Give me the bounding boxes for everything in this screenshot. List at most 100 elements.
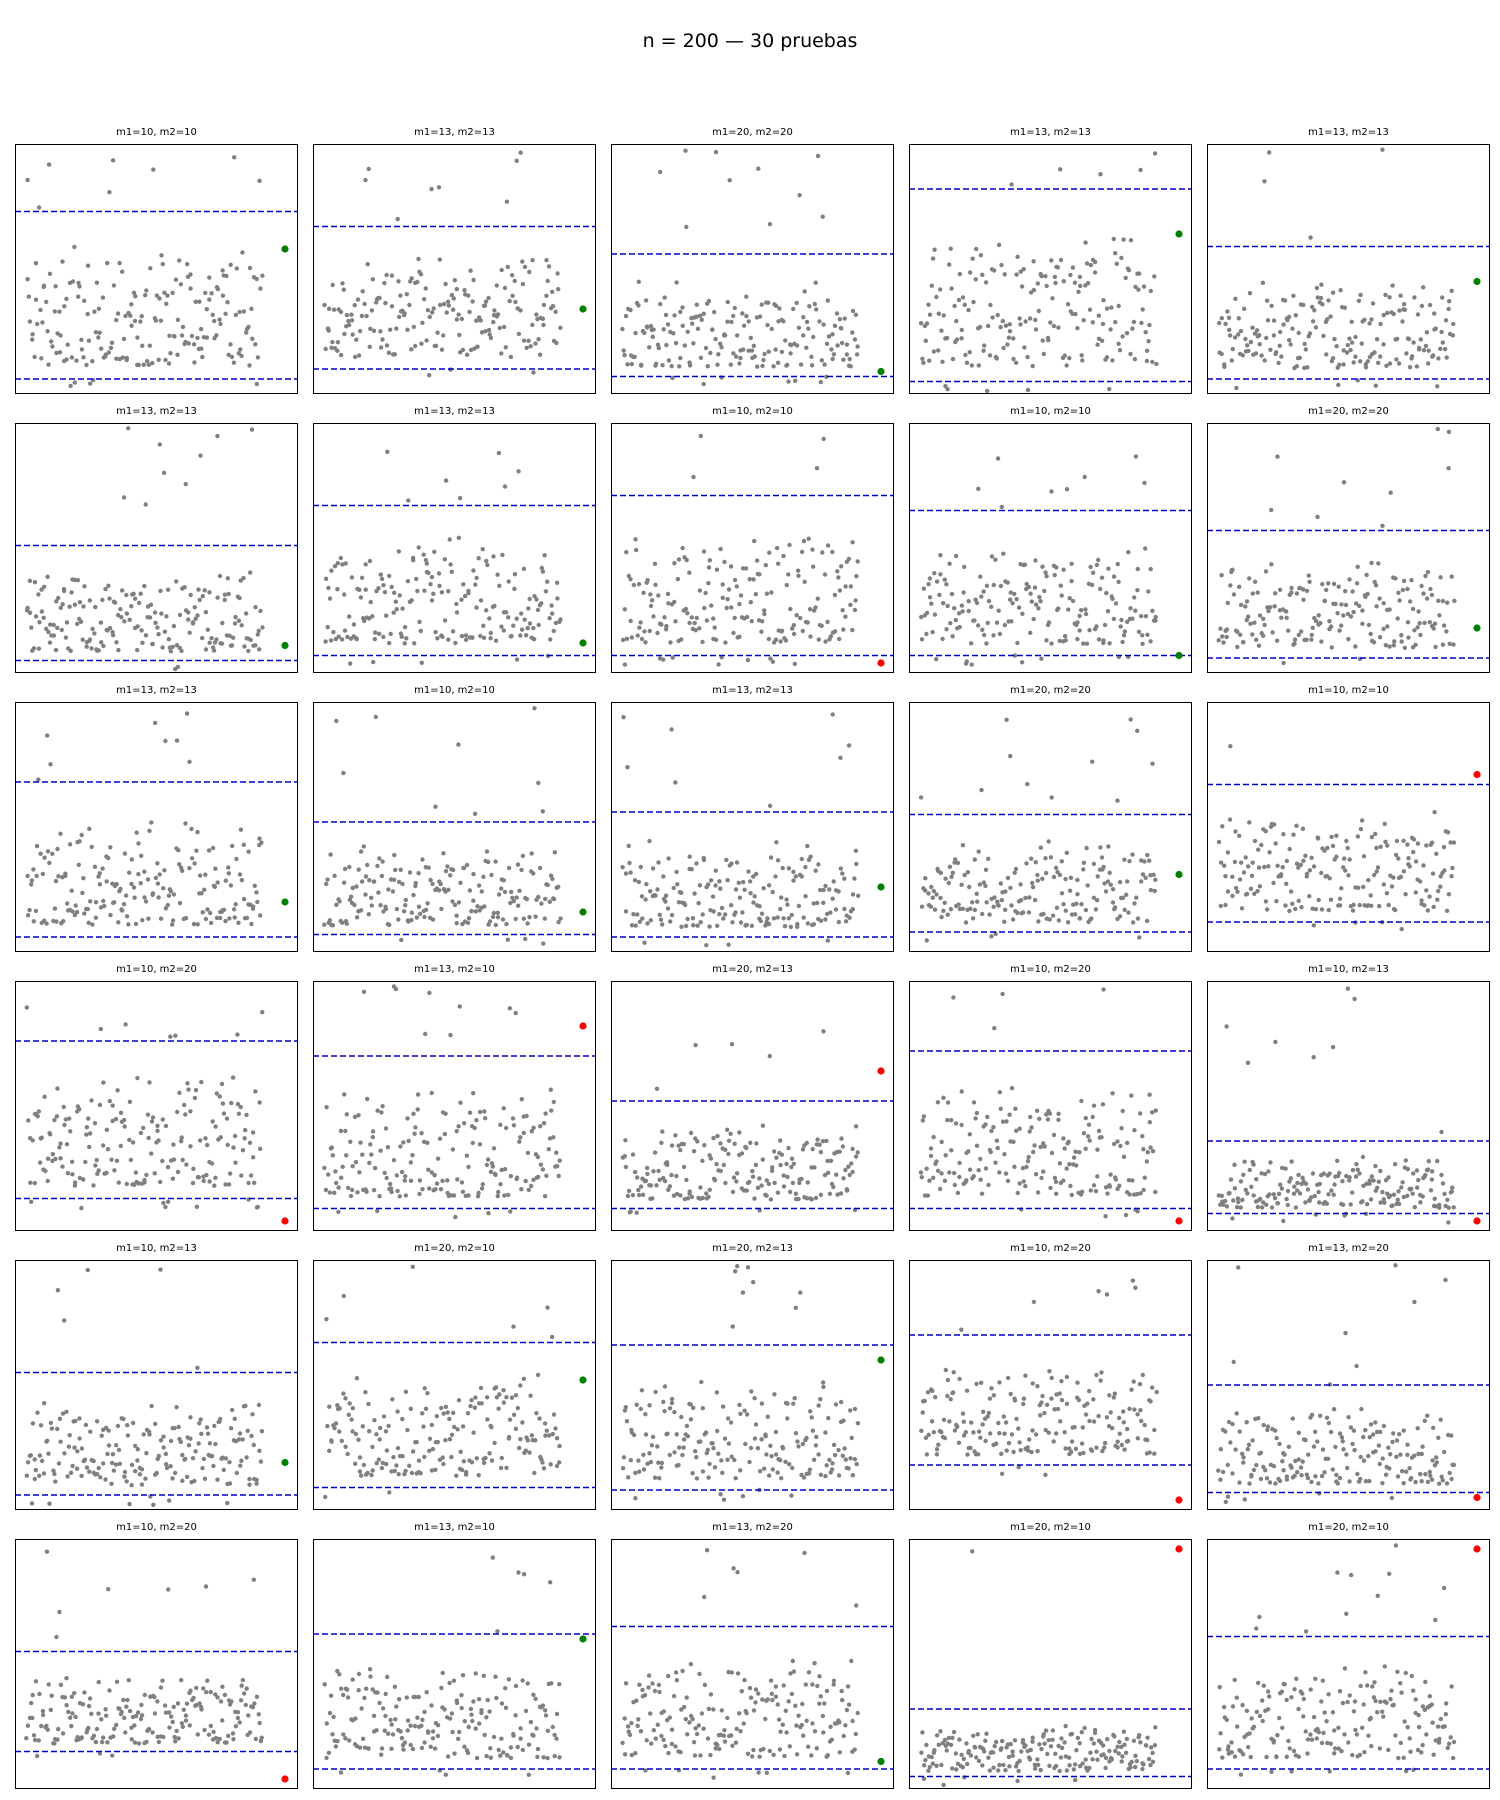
data-point: [713, 868, 718, 873]
data-point: [1267, 850, 1272, 855]
data-point: [341, 1293, 346, 1299]
data-point: [399, 937, 404, 943]
data-point: [1074, 901, 1079, 906]
data-point: [1283, 903, 1288, 908]
data-point: [1419, 898, 1424, 903]
data-point: [1266, 1169, 1271, 1174]
data-point: [744, 1412, 750, 1417]
data-point: [393, 599, 398, 604]
data-point: [370, 1444, 375, 1450]
data-point: [1378, 1168, 1383, 1174]
data-point: [1079, 1441, 1085, 1446]
data-point: [367, 1160, 372, 1166]
data-point: [405, 579, 411, 584]
data-point: [726, 587, 732, 592]
data-point: [660, 922, 665, 927]
data-point: [928, 904, 934, 909]
data-point: [1431, 904, 1436, 910]
data-point: [1284, 858, 1290, 864]
data-point: [713, 637, 719, 642]
data-point: [1257, 342, 1262, 347]
data-point: [152, 610, 158, 615]
data-point: [1278, 872, 1284, 877]
data-point: [149, 1403, 154, 1409]
subplot-6: m1=13, m2=13: [15, 406, 298, 673]
data-point: [669, 1143, 675, 1148]
data-point: [400, 1416, 405, 1422]
data-point: [643, 1432, 649, 1437]
data-point: [773, 347, 778, 352]
data-point: [1382, 1200, 1387, 1205]
data-point: [1096, 1128, 1102, 1134]
data-point: [1216, 1468, 1221, 1473]
data-point: [214, 333, 219, 338]
data-point: [448, 873, 453, 878]
data-point: [1350, 1167, 1356, 1173]
data-point: [126, 426, 131, 431]
data-point: [79, 337, 84, 342]
data-point: [989, 554, 995, 559]
data-point: [669, 1400, 675, 1406]
data-point: [60, 1411, 66, 1416]
data-point: [633, 923, 638, 928]
data-point: [384, 1175, 389, 1181]
data-point: [843, 1167, 848, 1173]
data-point: [335, 561, 340, 566]
data-point: [1254, 1177, 1259, 1182]
data-point: [1007, 329, 1013, 334]
data-point: [434, 1414, 439, 1419]
data-point: [1344, 838, 1349, 844]
data-point: [200, 1466, 205, 1471]
data-point: [818, 1149, 824, 1155]
data-point: [131, 885, 137, 890]
data-point: [1070, 265, 1076, 270]
data-point: [748, 891, 753, 896]
data-point: [469, 908, 474, 914]
data-point: [1037, 1116, 1042, 1121]
data-point: [679, 890, 684, 895]
data-point: [257, 178, 262, 183]
data-point: [693, 628, 698, 633]
data-point: [1105, 609, 1111, 614]
data-point: [976, 486, 981, 491]
data-point: [626, 843, 631, 849]
data-point: [1067, 596, 1072, 601]
data-point: [502, 1193, 507, 1198]
data-point: [127, 1137, 132, 1143]
data-point: [218, 1416, 223, 1422]
data-point: [842, 876, 847, 881]
data-point: [471, 1091, 476, 1096]
data-point: [656, 593, 661, 598]
data-point: [348, 661, 353, 666]
data-point: [128, 313, 133, 318]
data-point: [775, 915, 780, 920]
data-point: [816, 637, 821, 642]
data-point: [35, 1114, 40, 1119]
data-point: [663, 899, 668, 904]
data-point: [1436, 356, 1441, 361]
data-point: [1243, 1187, 1248, 1192]
data-point: [1138, 167, 1143, 173]
data-point: [1110, 358, 1115, 363]
data-point: [785, 1401, 790, 1406]
data-point: [707, 558, 712, 563]
data-point: [520, 259, 525, 264]
data-point: [330, 923, 336, 928]
data-point: [1225, 889, 1231, 894]
data-point: [348, 1193, 354, 1199]
data-point: [226, 1182, 232, 1187]
data-point: [483, 1455, 488, 1461]
data-point: [752, 1436, 758, 1441]
data-point: [1402, 307, 1408, 312]
data-point: [191, 342, 197, 347]
data-point: [456, 900, 462, 905]
data-point: [114, 356, 119, 361]
data-point: [531, 1177, 536, 1182]
data-point: [1087, 628, 1092, 633]
data-point: [453, 640, 458, 646]
data-point: [710, 327, 715, 332]
data-point: [640, 1192, 646, 1197]
data-point: [347, 1401, 352, 1406]
data-point: [556, 884, 561, 889]
data-point: [239, 1173, 244, 1178]
